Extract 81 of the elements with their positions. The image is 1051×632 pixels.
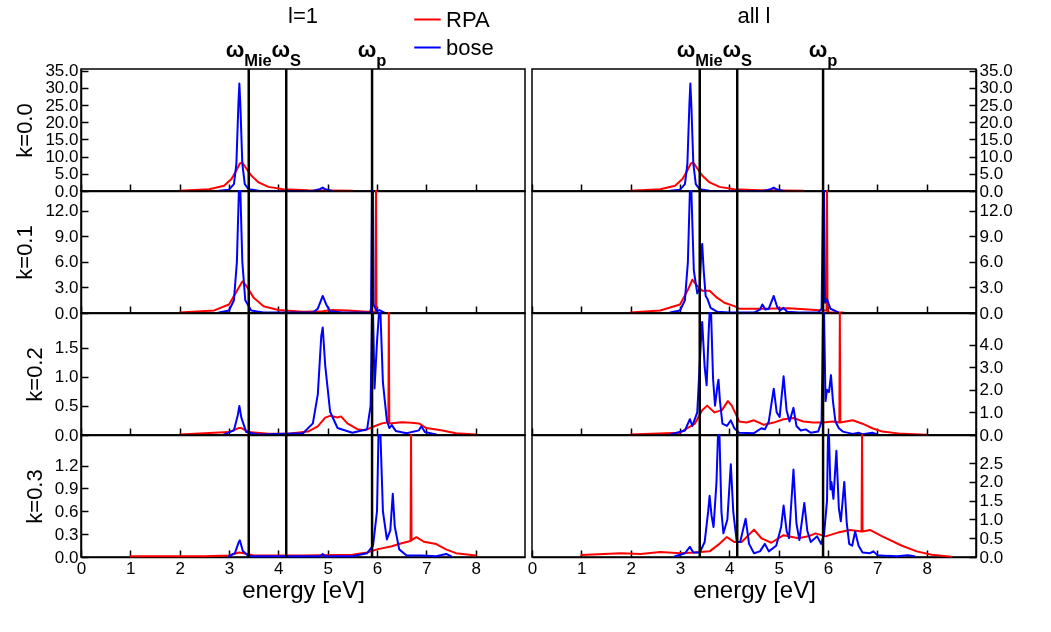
y-tick-label: 0.5 bbox=[54, 396, 79, 416]
x-tick-label: 6 bbox=[372, 558, 383, 578]
y-tick-label: 20.0 bbox=[979, 112, 1013, 132]
y-tick-label: 5.0 bbox=[54, 164, 79, 184]
chart-title: l=1 bbox=[288, 3, 318, 28]
legend-label: RPA bbox=[446, 6, 490, 32]
y-tick-label: 6.0 bbox=[979, 252, 1004, 272]
legend-label: bose bbox=[446, 34, 494, 60]
x-tick-label: 4 bbox=[274, 558, 284, 578]
x-axis-title: energy [eV] bbox=[242, 575, 365, 603]
ref-line-label: ω$_{Mie}$ bbox=[225, 37, 272, 69]
x-tick-label: 5 bbox=[323, 558, 333, 578]
x-tick-label: 8 bbox=[922, 558, 932, 578]
x-tick-label: 3 bbox=[675, 558, 686, 578]
y-tick-label: 10.0 bbox=[979, 147, 1013, 167]
x-tick-label: 2 bbox=[175, 558, 185, 578]
y-tick-label: 0.0 bbox=[54, 181, 79, 201]
x-tick-label: 5 bbox=[774, 558, 784, 578]
y-tick-label: 25.0 bbox=[45, 95, 79, 115]
x-tick-label: 3 bbox=[224, 558, 235, 578]
x-tick-label: 1 bbox=[126, 558, 136, 578]
y-tick-label: 3.0 bbox=[54, 277, 79, 297]
y-tick-label: 1.5 bbox=[979, 491, 1004, 511]
y-tick-label: 9.0 bbox=[979, 226, 1004, 246]
y-tick-label: 30.0 bbox=[979, 78, 1013, 98]
y-tick-label: 15.0 bbox=[45, 129, 79, 149]
y-tick-label: 0.9 bbox=[54, 478, 79, 498]
y-axis-title: k=0.2 bbox=[21, 347, 47, 402]
y-tick-label: 0.6 bbox=[54, 501, 79, 521]
y-tick-label: 12.0 bbox=[45, 201, 79, 221]
line-series bbox=[178, 312, 477, 436]
y-tick-label: 0.0 bbox=[979, 425, 1004, 445]
y-tick-label: 1.5 bbox=[54, 338, 79, 358]
y-tick-label: 10.0 bbox=[45, 147, 79, 167]
x-tick-label: 4 bbox=[725, 558, 735, 578]
y-tick-label: 3.0 bbox=[979, 357, 1004, 377]
y-tick-label: 2.0 bbox=[979, 472, 1004, 492]
ref-line-label: ω$_{p}$ bbox=[808, 37, 838, 69]
y-tick-label: 4.0 bbox=[979, 335, 1004, 355]
x-axis-title: energy [eV] bbox=[693, 575, 816, 603]
y-tick-label: 35.0 bbox=[979, 61, 1013, 81]
y-tick-label: 5.0 bbox=[979, 164, 1004, 184]
y-tick-label: 0.5 bbox=[979, 528, 1004, 548]
chart-title: all l bbox=[737, 3, 771, 28]
ref-line-label: ω$_{S}$ bbox=[722, 37, 753, 69]
y-tick-label: 12.0 bbox=[979, 201, 1013, 221]
y-tick-label: 2.5 bbox=[979, 453, 1004, 473]
x-tick-label: 8 bbox=[471, 558, 481, 578]
ref-line-label: ω$_{Mie}$ bbox=[676, 37, 723, 69]
x-tick-label: 0 bbox=[527, 558, 538, 578]
y-axis-title: k=0.1 bbox=[12, 225, 38, 280]
y-tick-label: 1.0 bbox=[54, 367, 79, 387]
y-tick-label: 35.0 bbox=[45, 61, 79, 81]
x-tick-label: 7 bbox=[422, 558, 432, 578]
y-tick-label: 9.0 bbox=[54, 226, 79, 246]
x-tick-label: 2 bbox=[626, 558, 636, 578]
y-tick-label: 2.0 bbox=[979, 380, 1004, 400]
y-axis-title: k=0.0 bbox=[12, 103, 38, 158]
y-tick-label: 1.0 bbox=[979, 509, 1004, 529]
line-series bbox=[580, 434, 953, 558]
y-tick-label: 0.0 bbox=[979, 303, 1004, 323]
y-tick-label: 0.0 bbox=[54, 425, 79, 445]
y-tick-label: 0.0 bbox=[979, 547, 1004, 567]
y-tick-label: 1.0 bbox=[979, 402, 1004, 422]
x-tick-label: 7 bbox=[873, 558, 883, 578]
y-tick-label: 20.0 bbox=[45, 112, 79, 132]
y-tick-label: 25.0 bbox=[979, 95, 1013, 115]
y-tick-label: 3.0 bbox=[979, 277, 1004, 297]
line-series bbox=[129, 434, 477, 558]
x-tick-label: 6 bbox=[823, 558, 834, 578]
y-tick-label: 0.3 bbox=[54, 524, 79, 544]
y-tick-label: 0.0 bbox=[54, 303, 79, 323]
y-tick-label: 6.0 bbox=[54, 252, 79, 272]
ref-line-label: ω$_{S}$ bbox=[271, 37, 302, 69]
y-tick-label: 0.0 bbox=[979, 181, 1004, 201]
y-tick-label: 15.0 bbox=[979, 129, 1013, 149]
y-tick-label: 30.0 bbox=[45, 78, 79, 98]
x-tick-label: 1 bbox=[577, 558, 587, 578]
y-tick-label: 1.2 bbox=[54, 456, 79, 475]
ref-line-label: ω$_{p}$ bbox=[357, 37, 387, 69]
y-axis-title: k=0.3 bbox=[21, 469, 47, 524]
